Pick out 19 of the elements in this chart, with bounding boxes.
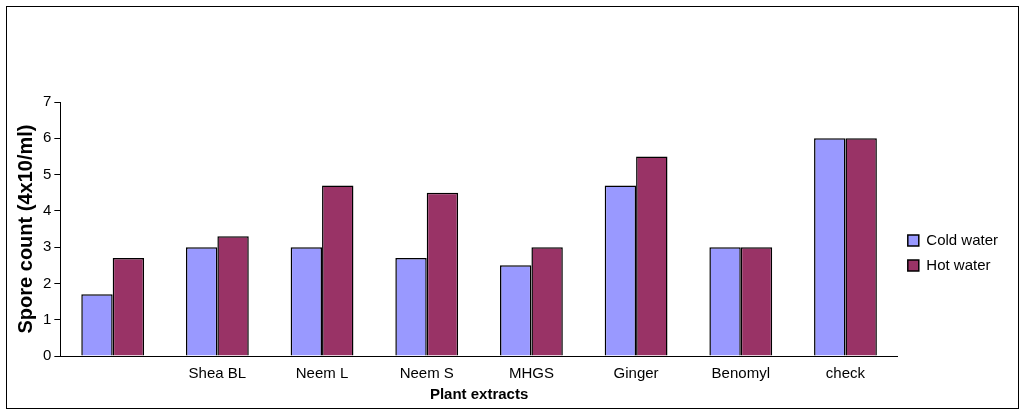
y-tick-label: 5 xyxy=(43,164,52,182)
y-tick-label: 1 xyxy=(43,309,52,327)
y-tick-label: 6 xyxy=(43,128,52,146)
y-tick-label: 4 xyxy=(43,201,52,218)
x-axis-title: Plant extracts xyxy=(429,385,529,403)
y-tick-label: 3 xyxy=(43,237,52,255)
x-tick-label: Neem L xyxy=(295,364,349,382)
y-axis-title: Spore count (4x10/ml) xyxy=(13,124,36,334)
x-tick-label: Benomyl xyxy=(711,364,770,382)
y-tick-label: 0 xyxy=(43,346,52,364)
y-tick-label: 7 xyxy=(43,92,52,110)
x-tick-label: Neem S xyxy=(399,364,454,382)
x-tick-label: MHGS xyxy=(508,364,554,382)
y-tick-label: 2 xyxy=(43,273,52,291)
x-tick-label: check xyxy=(825,364,866,382)
x-tick-label: Shea BL xyxy=(188,364,247,382)
legend-label: Hot water xyxy=(926,255,991,273)
legend-label: Cold water xyxy=(926,230,999,248)
x-tick-label: Ginger xyxy=(613,364,659,382)
